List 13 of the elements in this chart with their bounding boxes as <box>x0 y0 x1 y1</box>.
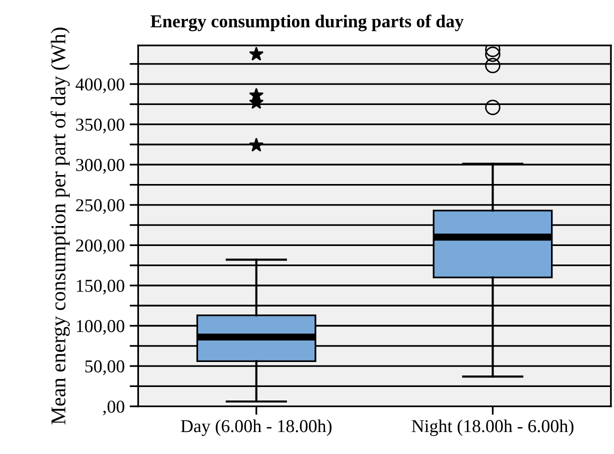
y-axis-title: Mean energy consumption per part of day (Wh) <box>50 28 70 424</box>
y-tick-label: 150,00 <box>76 280 124 295</box>
y-tick-label: 300,00 <box>76 158 124 174</box>
y-tick-label: 350,00 <box>76 118 124 134</box>
x-tick-label: Night (18.00h - 6.00h) <box>412 420 574 436</box>
y-tick-label: 400,00 <box>76 78 124 94</box>
x-tick-label: Day (6.00h - 18.00h) <box>180 420 332 436</box>
chart-title: Energy consumption during parts of day <box>150 14 464 32</box>
y-tick-label: 250,00 <box>76 199 124 214</box>
y-tick-label: ,00 <box>103 400 124 416</box>
y-tick-label: 50,00 <box>85 360 124 376</box>
y-tick-label: 200,00 <box>76 239 124 254</box>
y-tick-label: 100,00 <box>76 320 124 335</box>
